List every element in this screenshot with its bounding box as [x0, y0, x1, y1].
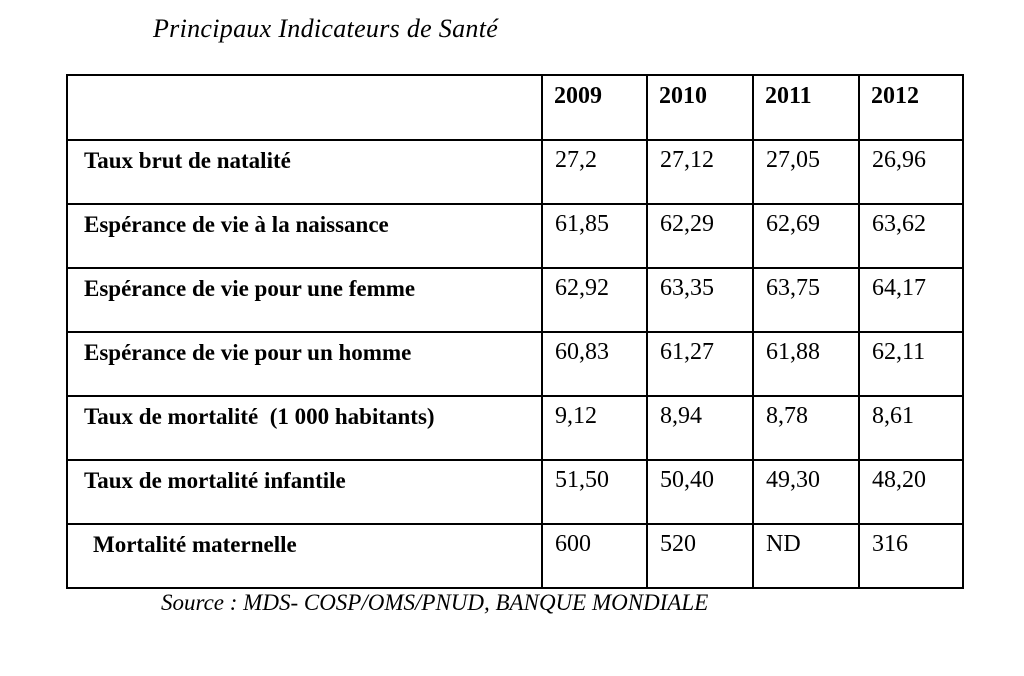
- value-cell: ND: [752, 523, 860, 589]
- value-cell: 62,11: [858, 331, 964, 397]
- source-caption: Source : MDS- COSP/OMS/PNUD, BANQUE MOND…: [161, 590, 709, 615]
- value-cell: 63,35: [646, 267, 754, 333]
- page-title: Principaux Indicateurs de Santé: [153, 14, 499, 43]
- row-label: Taux de mortalité (1 000 habitants): [66, 395, 543, 461]
- value-cell: 62,69: [752, 203, 860, 269]
- year-column-header: 2012: [858, 74, 964, 141]
- value-cell: 316: [858, 523, 964, 589]
- table-row: Espérance de vie pour une femme 62,92 63…: [66, 267, 964, 333]
- value-cell: 49,30: [752, 459, 860, 525]
- value-cell: 62,92: [541, 267, 648, 333]
- value-cell: 50,40: [646, 459, 754, 525]
- health-indicators-table: 2009 2010 2011 2012 Taux brut de natalit…: [66, 74, 964, 589]
- table-row: Mortalité maternelle 600 520 ND 316: [66, 523, 964, 589]
- value-cell: 27,12: [646, 139, 754, 205]
- value-cell: 60,83: [541, 331, 648, 397]
- value-cell: 26,96: [858, 139, 964, 205]
- value-cell: 62,29: [646, 203, 754, 269]
- value-cell: 61,88: [752, 331, 860, 397]
- table-row: Taux de mortalité infantile 51,50 50,40 …: [66, 459, 964, 525]
- row-label: Taux de mortalité infantile: [66, 459, 543, 525]
- value-cell: 48,20: [858, 459, 964, 525]
- table-row: Taux de mortalité (1 000 habitants) 9,12…: [66, 395, 964, 461]
- row-label: Mortalité maternelle: [66, 523, 543, 589]
- table-row: Taux brut de natalité 27,2 27,12 27,05 2…: [66, 139, 964, 205]
- value-cell: 61,85: [541, 203, 648, 269]
- table-header-row: 2009 2010 2011 2012: [66, 74, 964, 141]
- value-cell: 64,17: [858, 267, 964, 333]
- value-cell: 600: [541, 523, 648, 589]
- empty-corner-cell: [66, 74, 543, 141]
- value-cell: 8,78: [752, 395, 860, 461]
- value-cell: 63,62: [858, 203, 964, 269]
- value-cell: 520: [646, 523, 754, 589]
- row-label: Taux brut de natalité: [66, 139, 543, 205]
- year-column-header: 2011: [752, 74, 860, 141]
- row-label: Espérance de vie pour un homme: [66, 331, 543, 397]
- year-column-header: 2009: [541, 74, 648, 141]
- value-cell: 27,05: [752, 139, 860, 205]
- row-label: Espérance de vie à la naissance: [66, 203, 543, 269]
- value-cell: 61,27: [646, 331, 754, 397]
- year-column-header: 2010: [646, 74, 754, 141]
- table-row: Espérance de vie à la naissance 61,85 62…: [66, 203, 964, 269]
- value-cell: 63,75: [752, 267, 860, 333]
- row-label: Espérance de vie pour une femme: [66, 267, 543, 333]
- value-cell: 8,94: [646, 395, 754, 461]
- table-row: Espérance de vie pour un homme 60,83 61,…: [66, 331, 964, 397]
- value-cell: 27,2: [541, 139, 648, 205]
- value-cell: 8,61: [858, 395, 964, 461]
- value-cell: 9,12: [541, 395, 648, 461]
- value-cell: 51,50: [541, 459, 648, 525]
